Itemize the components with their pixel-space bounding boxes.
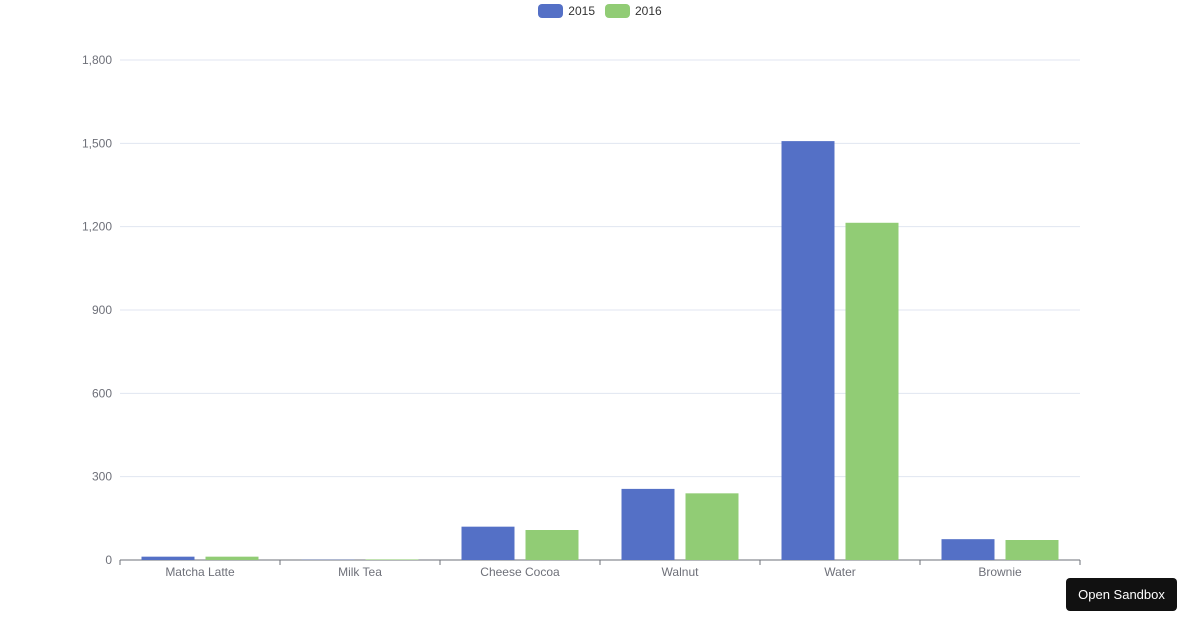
bar-2015-2 — [461, 526, 515, 560]
y-tick-label: 1,800 — [82, 53, 112, 67]
bar-2016-3 — [685, 493, 739, 560]
x-tick-label: Walnut — [662, 565, 700, 579]
bar-2016-2 — [525, 530, 579, 560]
bar-2015-3 — [621, 488, 675, 560]
legend-swatch-2016 — [605, 4, 630, 18]
x-tick-label: Matcha Latte — [165, 565, 235, 579]
y-tick-label: 1,500 — [82, 136, 112, 150]
bar-2015-5 — [941, 539, 995, 560]
legend-label-2015: 2015 — [568, 4, 595, 18]
bar-2016-0 — [205, 556, 259, 560]
y-tick-label: 900 — [92, 303, 112, 317]
bar-2015-4 — [781, 141, 835, 560]
y-tick-label: 600 — [92, 386, 112, 400]
y-tick-label: 1,200 — [82, 220, 112, 234]
bar-2016-1 — [365, 559, 419, 560]
chart-legend: 2015 2016 — [0, 4, 1200, 18]
x-tick-label: Milk Tea — [338, 565, 382, 579]
x-tick-label: Water — [824, 565, 856, 579]
bar-2016-5 — [1005, 540, 1059, 560]
y-tick-label: 300 — [92, 470, 112, 484]
x-tick-label: Brownie — [978, 565, 1022, 579]
bar-2016-4 — [845, 222, 899, 560]
open-sandbox-button[interactable]: Open Sandbox — [1066, 578, 1177, 611]
legend-label-2016: 2016 — [635, 4, 662, 18]
y-tick-label: 0 — [105, 553, 112, 567]
bar-2015-0 — [141, 556, 195, 560]
legend-item-2015[interactable]: 2015 — [538, 4, 595, 18]
legend-swatch-2015 — [538, 4, 564, 18]
legend-item-2016[interactable]: 2016 — [605, 4, 662, 18]
x-tick-label: Cheese Cocoa — [480, 565, 560, 579]
